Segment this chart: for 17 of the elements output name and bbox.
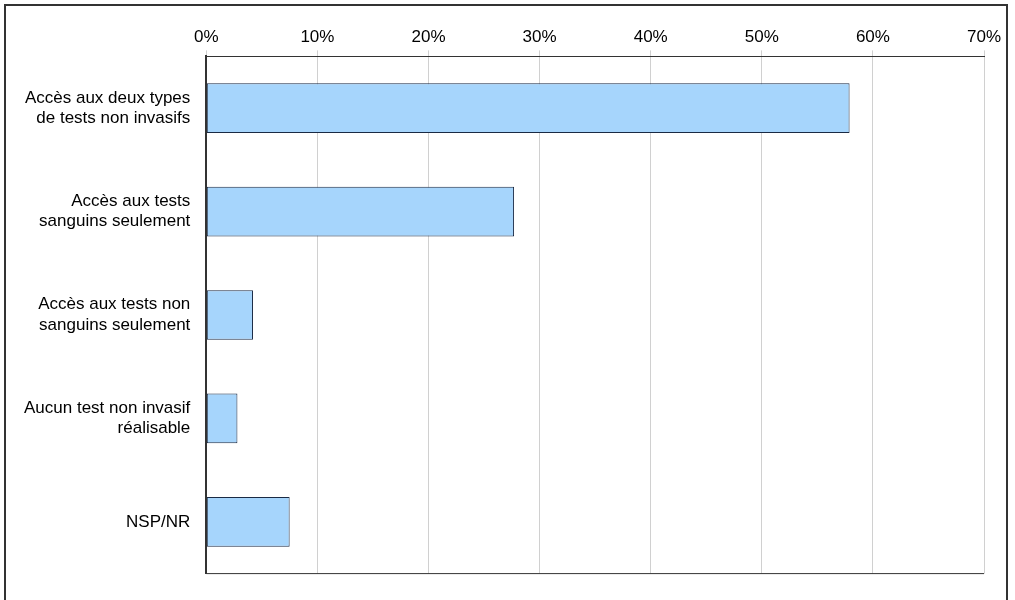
- category-label: de tests non invasifs: [36, 108, 191, 128]
- category-label: Accès aux tests: [71, 191, 191, 211]
- category-label: réalisable: [117, 418, 191, 438]
- category-label: Accès aux tests non: [38, 294, 191, 314]
- y-tick-label: NSP/NR: [126, 511, 191, 531]
- x-tick-label: 10%: [300, 26, 335, 46]
- x-tick-label: 20%: [411, 26, 446, 46]
- x-tick-label: 30%: [522, 26, 557, 46]
- category-label: Accès aux deux types: [24, 87, 191, 107]
- x-tick-label: 60%: [855, 26, 890, 46]
- x-tick-label: 40%: [633, 26, 668, 46]
- x-tick-label: 70%: [966, 26, 1002, 46]
- category-label: sanguins seulement: [39, 211, 191, 231]
- category-label: sanguins seulement: [39, 314, 191, 334]
- x-tick-label: 50%: [744, 26, 779, 46]
- category-label: Aucun test non invasif: [23, 397, 191, 417]
- x-tick-label: 0%: [194, 26, 219, 46]
